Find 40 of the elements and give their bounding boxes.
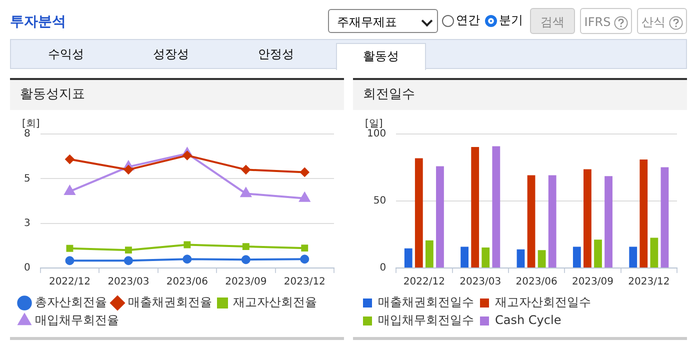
text: 활동성: [336, 43, 426, 70]
x-tick-label: 2023/12: [628, 276, 670, 288]
chart-title: 회전일수: [353, 80, 687, 110]
x-tick-label: 2023/12: [284, 276, 326, 288]
x-tick-label: 2023/06: [166, 276, 208, 288]
x-tick-label: 2022/12: [403, 276, 445, 288]
legend-label: 매출채권회전율: [128, 295, 212, 310]
y-axis-title: [회]: [22, 118, 40, 130]
x-tick-label: 2023/03: [108, 276, 150, 288]
y-axis-title: [일]: [365, 118, 383, 130]
y-tick-label: 100: [366, 128, 386, 140]
y-tick-label: 0: [24, 262, 30, 274]
legend-label: 매출채권회전일수: [378, 295, 474, 310]
legend-label: 총자산회전율: [35, 295, 107, 310]
text: IFRS: [580, 8, 632, 34]
text: 성장성: [152, 46, 190, 63]
text: 산식: [637, 8, 687, 34]
legend-label: 재고자산회전일수: [495, 295, 591, 310]
y-tick-label: 0: [380, 262, 386, 274]
text: 안정성: [257, 46, 295, 63]
y-tick-label: 3: [24, 218, 30, 229]
x-tick-label: 2022/12: [48, 276, 90, 288]
text: 주재무제표: [328, 9, 438, 33]
text: 투자분석: [10, 13, 66, 31]
x-tick-label: 2023/09: [572, 276, 614, 288]
x-tick-label: 2023/03: [460, 276, 502, 288]
legend-label: 재고자산회전율: [233, 295, 317, 310]
y-tick-label: 8: [24, 128, 30, 140]
y-tick-label: 5: [24, 173, 30, 184]
y-tick-label: 50: [373, 196, 386, 207]
x-tick-label: 2023/09: [225, 276, 267, 288]
text: 검색: [530, 8, 575, 34]
text: 분기: [499, 12, 523, 29]
legend-label: 매입채무회전일수: [378, 313, 474, 328]
chart-title: 활동성지표: [10, 80, 344, 110]
legend-label: 매입채무회전율: [35, 313, 119, 328]
legend-label: Cash Cycle: [495, 313, 562, 328]
text: 수익성: [47, 46, 85, 63]
text: 연간: [456, 12, 480, 29]
x-tick-label: 2023/06: [516, 276, 558, 288]
